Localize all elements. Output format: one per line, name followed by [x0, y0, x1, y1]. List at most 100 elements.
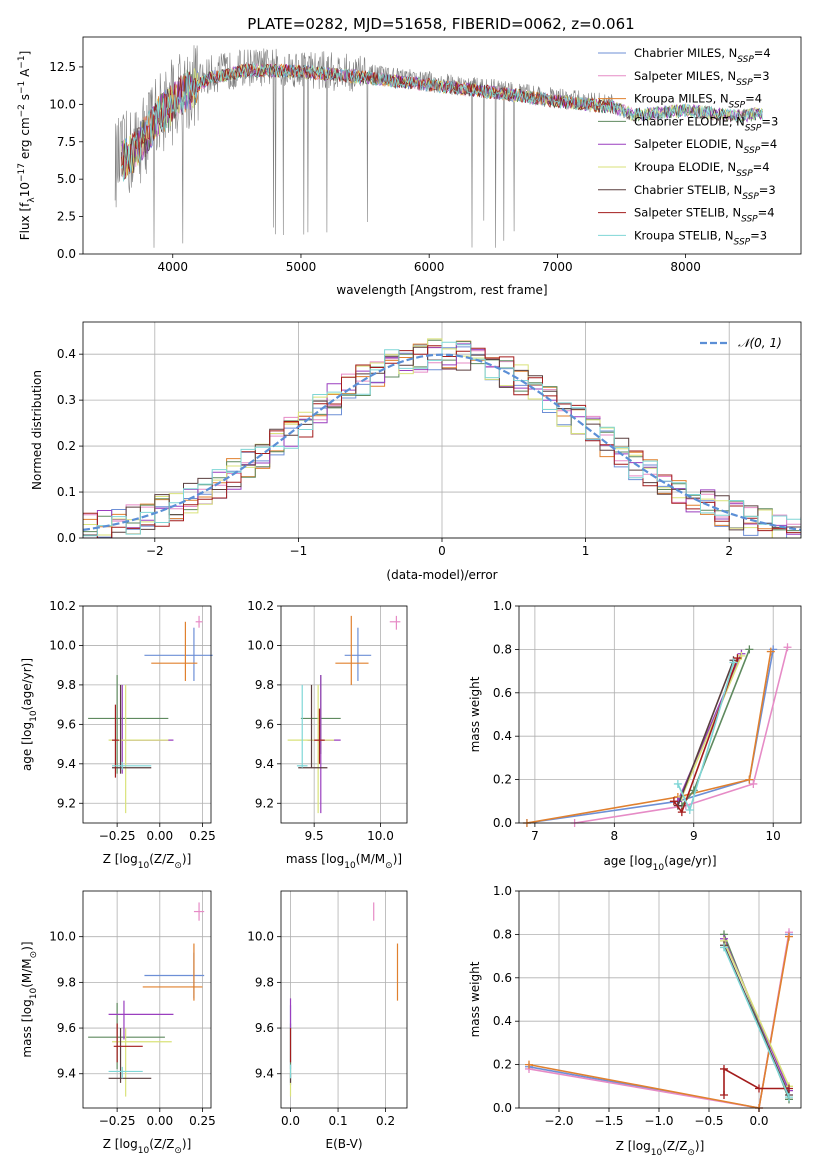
y-tick-label: 9.6	[255, 1021, 274, 1035]
y-tick-label: 0.4	[493, 1014, 512, 1028]
axes-frame	[82, 890, 212, 1109]
x-tick-label: 0.2	[376, 1114, 395, 1128]
x-tick-label: 7000	[542, 260, 573, 274]
x-tick-label: 0.00	[146, 829, 173, 843]
mass-weight-marker	[745, 775, 754, 784]
label-part: Kroupa STELIB, N	[634, 228, 734, 242]
mass-weight-series-line	[677, 660, 735, 806]
label-part: (age/yr)]	[20, 658, 34, 710]
label-part: Salpeter ELODIE, N	[634, 137, 744, 151]
mass-weight-marker	[785, 932, 793, 941]
y-tick-label: 0.2	[493, 773, 512, 787]
age-vs-mass-panel: 9.5 10.0 9.2 9.4 9.6 9.8 10.0 10.2 mass [log10(M…	[247, 599, 408, 871]
y-tick-label: 10.2	[49, 599, 76, 613]
mass-weight-marker	[673, 779, 682, 788]
legend-entry-label: Chabrier MILES, NSSP=4	[634, 46, 771, 65]
x-tick-label: −1.5	[594, 1114, 623, 1128]
x-tick-label: 0.1	[329, 1114, 348, 1128]
y-tick-label: 0.2	[57, 439, 76, 453]
label-part: ⊙	[687, 1148, 695, 1158]
label-part: SSP	[744, 146, 761, 156]
legend-entry-label: Kroupa ELODIE, NSSP=4	[634, 160, 770, 179]
x-tick-label: 8000	[670, 260, 701, 274]
mass-weight-marker	[766, 647, 775, 656]
label-part: =4	[745, 92, 762, 106]
label-part: ]	[18, 51, 32, 56]
label-part: SSP	[736, 78, 753, 88]
x-tick-label: −2	[146, 544, 164, 558]
label-part: s	[18, 94, 32, 104]
label-part: A	[18, 68, 32, 81]
axes-frame	[518, 605, 802, 824]
x-tick-label: −0.25	[99, 829, 136, 843]
x-tick-label: 0.00	[146, 1114, 173, 1128]
y-axis-label: age [log10(age/yr)]	[20, 658, 39, 771]
mass-vs-metallicity-panel: −0.25 0.00 0.259.49.69.810.0Z [log10(Z/Z⊙)…	[20, 890, 216, 1156]
label-part: −17	[17, 163, 27, 182]
label-part: )]	[393, 852, 402, 866]
y-tick-label: 9.4	[57, 1067, 76, 1081]
label-part: (Z/Z	[149, 852, 174, 866]
x-tick-label: 8	[611, 829, 619, 843]
label-part: =4	[760, 137, 777, 151]
y-axis-label: Flux [fλ10−17 erg cm−2 s−1 A−1]	[17, 51, 37, 241]
label-part: =4	[753, 160, 770, 174]
model-spectrum-line	[121, 62, 763, 182]
label-part: Flux [f	[18, 202, 32, 240]
y-tick-label: 9.8	[255, 678, 274, 692]
label-part: =4	[758, 206, 775, 220]
spectrum-panel: 4000 5000 6000 7000 8000 0.0 2.5 5.0 7.5 10.0 12.5…	[17, 36, 802, 297]
mass-weight-marker	[729, 658, 738, 667]
y-tick-label: 0.0	[57, 531, 76, 545]
legend-entry-label: Kroupa MILES, NSSP=4	[634, 92, 762, 111]
x-tick-label: 4000	[157, 260, 188, 274]
y-tick-label: 10.0	[49, 97, 76, 111]
y-tick-label: 9.2	[57, 796, 76, 810]
axes-frame	[82, 605, 212, 824]
mass-vs-ebv-panel: 0.0 0.1 0.2 9.4 9.6 9.8 10.0 E(B-V)	[247, 890, 408, 1151]
x-tick-label: 7	[531, 829, 539, 843]
legend-entry-label: Salpeter STELIB, NSSP=4	[634, 206, 775, 225]
mass-weight-marker	[749, 779, 758, 788]
x-tick-label: 0	[438, 544, 446, 558]
y-tick-label: 1.0	[493, 599, 512, 613]
mass-weight-series-line	[526, 649, 774, 824]
y-tick-label: 0.4	[493, 729, 512, 743]
x-tick-label: 2	[725, 544, 733, 558]
figure-title: PLATE=0282, MJD=51658, FIBERID=0062, z=0…	[247, 15, 634, 33]
x-tick-label: −2.0	[544, 1114, 573, 1128]
mass-weight-marker	[669, 797, 678, 806]
label-part: Z [log	[103, 852, 138, 866]
mass-weight-series-line	[723, 1067, 789, 1095]
mass-weight-series-line	[681, 655, 743, 798]
y-tick-label: 5.0	[57, 172, 76, 186]
label-part: 10	[344, 861, 356, 871]
mass-weight-series-line	[723, 947, 790, 1098]
normal-legend-label: 𝒩(0, 1)	[738, 336, 782, 350]
axes-frame	[280, 605, 408, 824]
residual-histogram-panel: 𝒩(0, 1) −2 −1 0 1 2 0.0 0.1 0.2 0.3 0.4 (data-model…	[30, 321, 802, 582]
label-part: −1	[17, 81, 27, 94]
y-tick-label: 0.8	[493, 927, 512, 941]
x-axis-label: E(B-V)	[325, 1137, 362, 1151]
label-part: age [log	[20, 722, 34, 771]
x-tick-label: 0.25	[189, 1114, 216, 1128]
label-part: ⊙	[385, 861, 393, 871]
x-axis-label: Z [log10(Z/Z⊙)]	[103, 852, 192, 871]
x-tick-label: 0.0	[749, 1114, 768, 1128]
x-axis-label: age [log10(age/yr)]	[603, 854, 716, 873]
mass-weight-marker	[685, 805, 694, 814]
label-part: )]	[182, 852, 191, 866]
mass-weight-series-line	[723, 944, 790, 1096]
label-part: 10	[651, 1148, 663, 1158]
label-part: erg cm	[18, 117, 32, 163]
mass-weight-marker	[783, 643, 792, 652]
legend-entry-label: Chabrier ELODIE, NSSP=3	[634, 114, 778, 133]
y-tick-label: 10.0	[247, 930, 274, 944]
legend-entry-label: Salpeter MILES, NSSP=3	[634, 69, 770, 88]
label-part: Kroupa MILES, N	[634, 92, 729, 106]
y-tick-label: 10.0	[247, 638, 274, 652]
label-part: Chabrier STELIB, N	[634, 183, 742, 197]
